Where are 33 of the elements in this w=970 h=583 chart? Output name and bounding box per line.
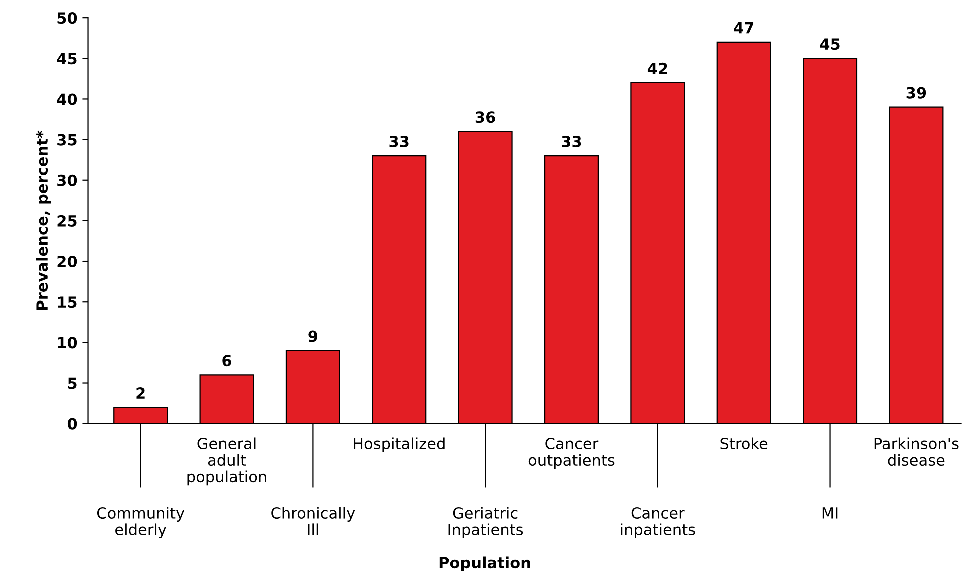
data-label: 6: [222, 355, 232, 367]
x-tick-label: General adult population: [188, 438, 266, 486]
y-tick-label: 35: [58, 134, 77, 146]
data-label: 9: [308, 330, 318, 342]
data-label: 33: [390, 136, 409, 148]
data-label: 47: [734, 22, 754, 34]
y-axis-title: Prevalence, percent*: [36, 130, 52, 310]
data-label: 45: [820, 38, 840, 50]
y-tick-label: 45: [57, 53, 77, 65]
data-label: 36: [476, 112, 496, 124]
x-tick-label: Stroke: [720, 438, 768, 450]
y-tick-label: 30: [58, 174, 78, 186]
y-tick-label: 50: [58, 12, 78, 24]
data-label: 33: [562, 136, 582, 148]
data-label: 42: [648, 62, 668, 74]
x-tick-label: Community elderly: [97, 507, 185, 538]
x-tick-label: Chronically Ill: [272, 507, 356, 536]
y-tick-label: 10: [58, 337, 78, 349]
x-tick-label: MI: [822, 508, 838, 519]
y-tick-label: 40: [57, 94, 78, 106]
y-tick-label: 15: [58, 296, 77, 308]
x-tick-label: Parkinson's disease: [874, 438, 959, 466]
y-tick-label: 0: [68, 418, 78, 430]
y-tick-label: 20: [58, 256, 78, 268]
x-tick-label: Geriatric Inpatients: [448, 507, 524, 538]
y-tick-label: 25: [58, 215, 77, 227]
x-tick-label: Cancer outpatients: [528, 438, 615, 470]
data-label: 2: [136, 388, 145, 399]
x-axis-title: Population: [440, 556, 530, 572]
x-tick-label: Cancer inpatients: [621, 507, 696, 538]
y-tick-label: 5: [68, 378, 77, 390]
x-tick-label: Hospitalized: [354, 438, 445, 453]
data-label: 39: [906, 87, 926, 99]
